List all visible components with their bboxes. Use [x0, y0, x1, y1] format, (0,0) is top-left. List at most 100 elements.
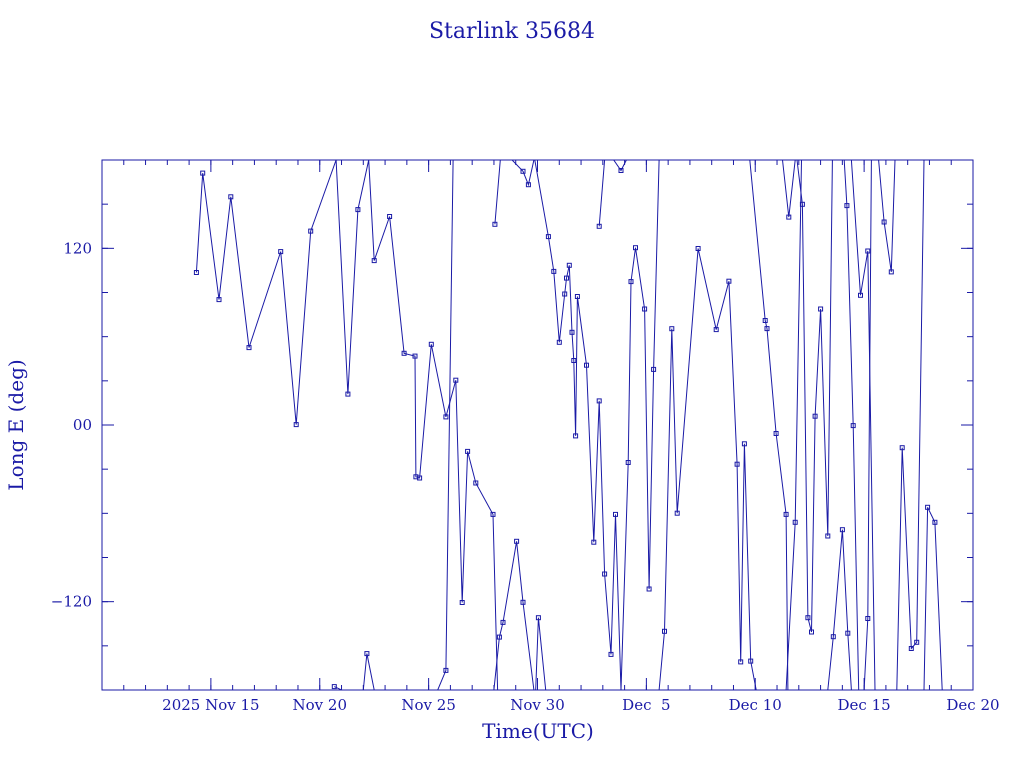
- series-line: [511, 160, 535, 187]
- plot-frame: [101, 159, 974, 691]
- x-tick-label: Nov 25: [401, 696, 456, 714]
- data-point: [726, 278, 732, 284]
- data-point: [618, 168, 624, 173]
- y-axis-title: Long E (deg): [4, 359, 28, 490]
- x-tick-label: Dec 10: [729, 696, 782, 714]
- data-point: [428, 341, 434, 347]
- series-line: [827, 529, 852, 690]
- series-line: [850, 160, 876, 690]
- data-point: [278, 249, 284, 255]
- x-tick-label: Dec 20: [946, 696, 999, 714]
- series-line: [923, 507, 943, 690]
- data-point: [925, 504, 931, 510]
- series-line: [878, 160, 896, 272]
- y-tick-label: 00: [73, 416, 92, 434]
- data-point: [669, 326, 675, 332]
- series-line: [863, 160, 872, 690]
- data-point: [888, 269, 894, 275]
- data-point: [525, 182, 531, 188]
- data-point: [514, 538, 520, 544]
- data-point: [825, 533, 831, 539]
- data-point: [642, 306, 648, 312]
- data-point: [571, 358, 577, 363]
- data-point: [591, 539, 597, 545]
- series-line: [494, 160, 501, 225]
- series-line: [749, 160, 789, 690]
- tick-labels: 2025 Nov 15 Nov 20 Nov 25 Nov 30 Dec 5 Dec 10…: [51, 239, 1000, 714]
- data-point: [443, 414, 449, 420]
- data-point: [574, 294, 580, 299]
- series-line: [620, 160, 660, 690]
- data-point: [417, 475, 423, 481]
- data-point: [845, 630, 851, 636]
- data-point: [401, 350, 407, 356]
- series-line: [843, 160, 860, 690]
- data-point: [569, 329, 575, 335]
- data-point: [613, 511, 618, 517]
- data-point: [844, 203, 850, 209]
- data-point: [602, 571, 608, 577]
- data-point: [473, 480, 479, 486]
- series-line: [796, 160, 833, 633]
- series-line: [613, 160, 627, 172]
- data-point: [596, 398, 602, 404]
- data-point: [748, 658, 754, 664]
- x-tick-label: Dec 5: [622, 696, 670, 714]
- x-tick-label: Nov 20: [293, 696, 348, 714]
- x-tick-label: Nov 30: [510, 696, 565, 714]
- data-point: [535, 615, 541, 621]
- data-point: [453, 377, 459, 383]
- data-point: [387, 214, 393, 219]
- data-point: [228, 194, 234, 200]
- data-point: [545, 234, 551, 240]
- series-line: [362, 653, 375, 690]
- series-line: [493, 541, 535, 690]
- data-point: [830, 634, 836, 640]
- data-point: [562, 291, 568, 297]
- data-point: [792, 519, 798, 525]
- data-point: [932, 519, 938, 525]
- data-point: [496, 634, 502, 640]
- data-point: [355, 207, 361, 213]
- data-point: [734, 461, 740, 467]
- x-tick-label: 2025 Nov 15: [162, 696, 259, 714]
- data-point: [345, 391, 351, 397]
- data-point: [193, 270, 199, 275]
- series-line: [785, 160, 802, 690]
- series-line: [534, 160, 622, 690]
- series-line: [658, 248, 757, 690]
- data-point: [762, 318, 768, 323]
- data-point: [741, 441, 747, 447]
- series-line: [782, 160, 796, 218]
- data-point: [651, 366, 657, 372]
- data-point: [625, 460, 631, 465]
- data-point: [809, 629, 814, 635]
- data-point: [899, 445, 905, 451]
- data-point: [331, 684, 337, 690]
- data-point: [773, 431, 779, 436]
- data-point: [818, 306, 824, 312]
- data-point: [216, 297, 222, 303]
- data-point: [738, 659, 744, 665]
- data-point: [520, 599, 526, 605]
- x-axis-title: Time(UTC): [482, 719, 594, 743]
- series-layer: [193, 160, 943, 690]
- series-line: [437, 160, 454, 690]
- x-tick-label: Dec 15: [838, 696, 891, 714]
- data-point: [881, 219, 887, 225]
- data-point: [633, 245, 638, 251]
- data-point: [908, 646, 914, 651]
- series-line: [896, 160, 925, 690]
- data-point: [662, 628, 667, 634]
- data-point: [246, 345, 252, 351]
- plot-axes: [101, 159, 974, 691]
- data-point: [783, 511, 789, 517]
- data-point: [674, 510, 680, 516]
- data-point: [500, 619, 506, 625]
- data-point: [551, 268, 557, 274]
- data-point: [596, 223, 602, 229]
- series-line: [535, 617, 547, 690]
- data-point: [584, 362, 589, 368]
- series-line: [195, 160, 499, 690]
- data-point: [492, 221, 498, 227]
